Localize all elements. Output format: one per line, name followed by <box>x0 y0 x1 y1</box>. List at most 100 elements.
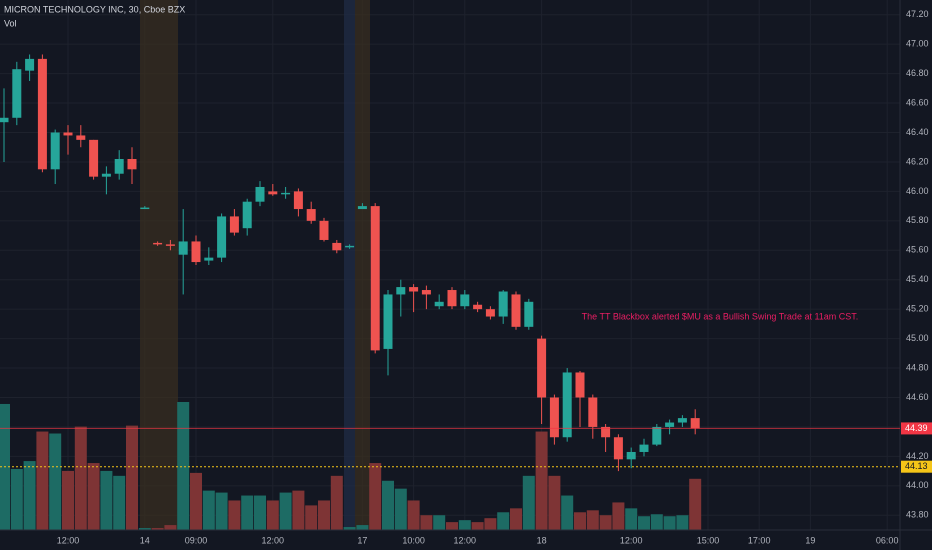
volume-bar <box>318 500 330 530</box>
y-tick-label: 45.60 <box>906 245 929 255</box>
volume-bar <box>254 495 266 530</box>
candle-body <box>242 201 252 229</box>
candle-body <box>665 422 675 427</box>
volume-bar <box>446 522 458 530</box>
x-tick-label: 06:00 <box>876 535 899 545</box>
y-tick-label: 46.40 <box>906 127 929 137</box>
volume-bar <box>561 495 574 530</box>
x-tick-label: 10:00 <box>402 535 425 545</box>
y-tick-label: 45.00 <box>906 333 929 343</box>
candle-body <box>229 216 239 233</box>
candle-body <box>37 58 47 170</box>
volume-bar <box>420 515 433 530</box>
y-tick-label: 47.00 <box>906 39 929 49</box>
candle-body <box>140 207 150 210</box>
volume-bar <box>279 492 292 530</box>
volume-bar <box>625 508 638 530</box>
volume-bar <box>228 500 241 530</box>
candle-body <box>191 241 201 263</box>
candle-body <box>473 304 483 310</box>
candle-body <box>613 437 623 460</box>
x-tick-label: 18 <box>537 535 547 545</box>
candle-body <box>0 117 9 123</box>
volume-label: Vol <box>4 18 17 28</box>
candle-body <box>268 191 278 195</box>
volume-bar <box>574 512 586 530</box>
y-tick-label: 46.80 <box>906 68 929 78</box>
x-tick-label: 12:00 <box>57 535 80 545</box>
candle-body <box>690 418 700 429</box>
volume-bar <box>497 512 510 530</box>
volume-bar <box>484 518 497 530</box>
volume-bar <box>266 500 279 530</box>
candle-body <box>601 426 611 438</box>
volume-bar <box>100 470 113 530</box>
y-tick-label: 45.20 <box>906 304 929 314</box>
candle-body <box>383 294 393 349</box>
volume-bar <box>650 514 663 530</box>
volume-bar <box>49 433 62 530</box>
volume-bar <box>612 502 625 530</box>
volume-bar <box>382 480 394 530</box>
volume <box>0 402 702 530</box>
candle-body <box>50 132 60 170</box>
price-tag-label: 44.39 <box>905 423 928 433</box>
volume-bar <box>36 431 49 530</box>
price-tag <box>901 460 932 473</box>
volume-bar <box>343 527 356 530</box>
y-tick-label: 45.40 <box>906 274 929 284</box>
volume-bar <box>292 490 305 530</box>
annotation: The TT Blackbox alerted $MU as a Bullish… <box>582 311 859 321</box>
candle-body <box>537 338 547 398</box>
volume-bar <box>510 508 522 530</box>
candle-body <box>588 397 598 427</box>
volume-bar <box>126 425 138 530</box>
volume-bar <box>663 516 676 530</box>
volume-bar <box>458 520 471 530</box>
price-tag-label: 44.13 <box>905 461 928 471</box>
candle-body <box>101 173 111 177</box>
volume-bar <box>689 478 702 530</box>
candle-body <box>434 301 444 307</box>
y-tick-label: 43.80 <box>906 510 929 520</box>
volume-bar <box>522 475 535 530</box>
volume-bar <box>190 472 202 530</box>
candle-body <box>409 287 419 292</box>
price-tag <box>901 422 932 435</box>
candle-body <box>204 257 214 261</box>
x-tick-label: 19 <box>805 535 815 545</box>
volume-bar <box>305 505 318 530</box>
candle-body <box>575 372 585 398</box>
volume-bar <box>202 490 215 530</box>
volume-bar <box>433 515 446 530</box>
candle-body <box>76 135 86 140</box>
y-tick-label: 44.00 <box>906 480 929 490</box>
candle-body <box>511 294 521 327</box>
candle-body <box>345 245 355 248</box>
candle-body <box>12 69 22 118</box>
candle-body <box>549 397 559 438</box>
x-tick-label: 12:00 <box>262 535 285 545</box>
x-tick-label: 12:00 <box>454 535 477 545</box>
volume-bar <box>23 461 36 530</box>
volume-bar <box>151 528 164 530</box>
session-band <box>140 0 178 530</box>
candle-body <box>89 139 99 177</box>
session-band <box>355 0 370 530</box>
candle-body <box>677 418 687 423</box>
volume-bar <box>74 426 87 530</box>
candle-body <box>153 242 163 245</box>
candle-body <box>255 186 265 202</box>
volume-bar <box>330 475 343 530</box>
volume-bar <box>113 475 126 530</box>
x-tick-label: 09:00 <box>185 535 208 545</box>
candle-body <box>498 291 508 317</box>
candle-body <box>332 242 342 251</box>
candle-body <box>524 301 534 327</box>
candle-body <box>293 191 303 210</box>
volume-bar <box>676 515 689 530</box>
candle-body <box>396 287 406 295</box>
candle-body <box>319 220 329 240</box>
